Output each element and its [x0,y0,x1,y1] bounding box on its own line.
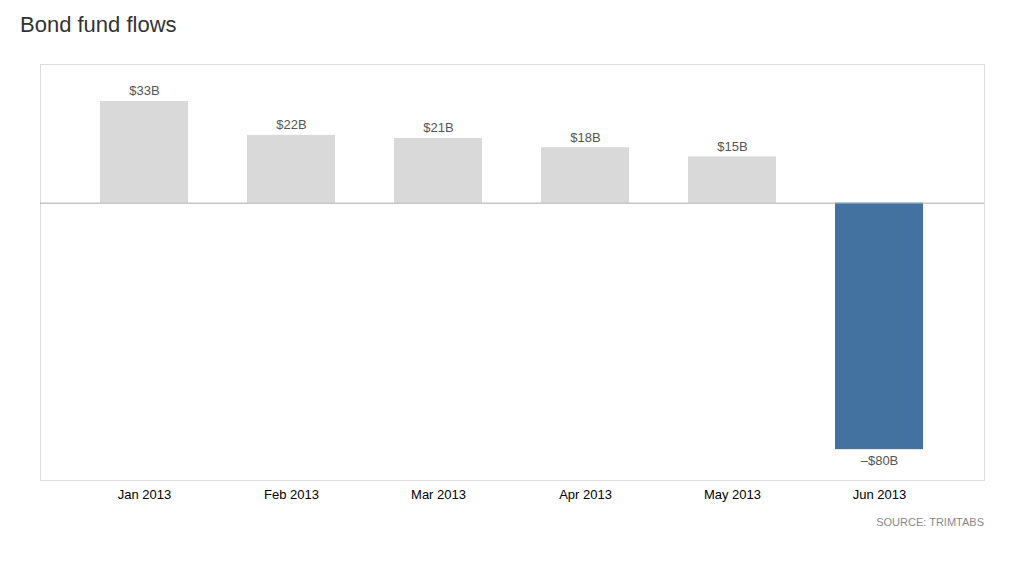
svg-text:Feb 2013: Feb 2013 [264,487,319,502]
svg-text:$33B: $33B [129,83,159,98]
svg-text:$15B: $15B [717,139,747,154]
svg-text:Mar 2013: Mar 2013 [411,487,466,502]
svg-text:Apr 2013: Apr 2013 [559,487,612,502]
html-text:Bond fund flows: Bond fund flows [20,12,177,37]
html-text:SOURCE: TRIMTABS: SOURCE: TRIMTABS [876,516,984,528]
svg-text:$22B: $22B [276,117,306,132]
svg-text:$21B: $21B [423,120,453,135]
svg-text:May 2013: May 2013 [704,487,761,502]
svg-text:Jun 2013: Jun 2013 [853,487,907,502]
svg-text:–$80B: –$80B [861,453,899,468]
svg-text:Jan 2013: Jan 2013 [118,487,172,502]
svg-text:$18B: $18B [570,130,600,145]
